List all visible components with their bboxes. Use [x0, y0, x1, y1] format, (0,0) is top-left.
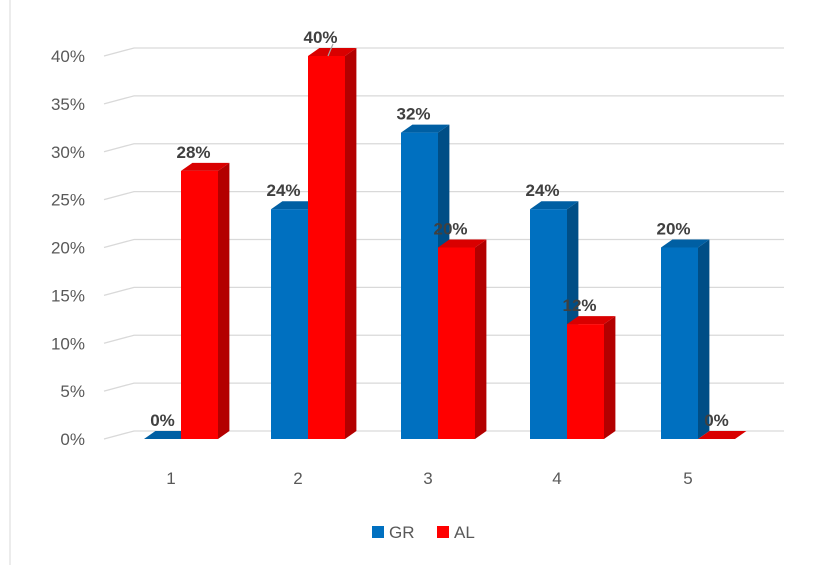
data-label-gr-3: 32% — [396, 105, 430, 124]
x-tick-label: 2 — [293, 469, 302, 488]
data-label-al-3: 20% — [433, 220, 467, 239]
bar-al-1 — [181, 162, 230, 439]
y-tick-label: 30% — [51, 143, 85, 162]
bar-al-3 — [438, 239, 487, 439]
y-tick-label: 20% — [51, 239, 85, 258]
label-leader-line — [327, 43, 334, 57]
gridline — [103, 190, 784, 201]
gridlines — [103, 47, 784, 440]
bar-al-5 — [698, 431, 747, 439]
legend-label-gr: GR — [389, 523, 415, 542]
y-tick-label: 0% — [60, 430, 85, 449]
x-tick-label: 1 — [166, 469, 175, 488]
data-label-al-4: 12% — [562, 296, 596, 315]
data-label-al-2: 40% — [303, 28, 337, 47]
data-label-al-1: 28% — [176, 143, 210, 162]
x-tick-label: 4 — [552, 469, 561, 488]
y-tick-label: 5% — [60, 382, 85, 401]
data-label-gr-1: 0% — [150, 411, 175, 430]
legend-swatch-gr — [372, 526, 384, 538]
y-axis-tick-labels: 0% 5% 10% 15% 20% 25% 30% 35% 40% — [51, 47, 85, 449]
data-labels: 0% 28% 24% 40% 32% 20% 24% 12% 20% 0% — [150, 28, 729, 430]
x-tick-label: 3 — [423, 469, 432, 488]
bar-al-2 — [308, 48, 357, 439]
data-label-gr-4: 24% — [525, 181, 559, 200]
bar-al-4 — [567, 316, 616, 439]
y-tick-label: 10% — [51, 334, 85, 353]
data-label-gr-2: 24% — [266, 181, 300, 200]
y-tick-label: 40% — [51, 47, 85, 66]
legend: GR AL — [372, 523, 475, 542]
gridline — [103, 143, 784, 153]
bars — [144, 48, 747, 439]
data-label-gr-5: 20% — [656, 220, 690, 239]
y-tick-label: 35% — [51, 95, 85, 114]
legend-label-al: AL — [454, 523, 475, 542]
y-tick-label: 25% — [51, 191, 85, 210]
bar-gr-1 — [144, 431, 193, 439]
y-tick-label: 15% — [51, 286, 85, 305]
legend-swatch-al — [437, 526, 449, 538]
gridline — [103, 95, 784, 105]
bar-gr-5 — [661, 239, 710, 439]
data-label-al-5: 0% — [704, 411, 729, 430]
x-tick-label: 5 — [683, 469, 692, 488]
x-axis-tick-labels: 1 2 3 4 5 — [166, 469, 692, 488]
gridline — [103, 47, 784, 57]
